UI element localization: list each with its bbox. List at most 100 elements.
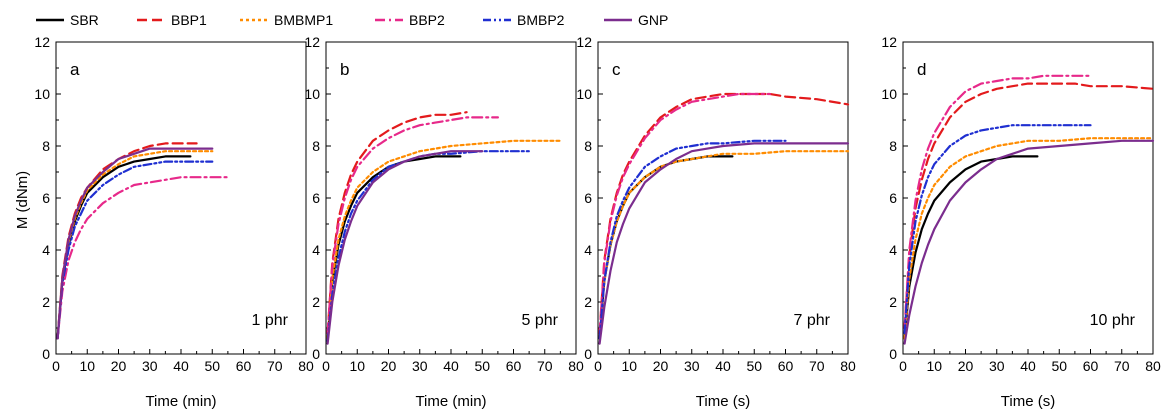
x-tick-label: 60 [778, 358, 794, 374]
x-tick-label: 10 [926, 358, 942, 374]
x-tick-label: 40 [173, 358, 189, 374]
series-line-bbp2 [903, 74, 1092, 330]
x-tick-label: 30 [142, 358, 158, 374]
y-tick-label: 6 [42, 190, 50, 206]
x-tick-label: 70 [537, 358, 553, 374]
x-tick-label: 20 [653, 358, 669, 374]
x-tick-label: 80 [298, 358, 314, 374]
series-line-bmbp2 [598, 139, 787, 340]
loading-annotation: 10 phr [1090, 312, 1136, 329]
panel-label: d [917, 60, 926, 79]
y-tick-label: 10 [576, 86, 592, 102]
series-line-gnp [56, 147, 214, 340]
legend-label: BMBMP1 [274, 12, 333, 28]
y-tick-label: 12 [576, 34, 592, 50]
x-tick-label: 80 [840, 358, 856, 374]
series-line-bbp2 [598, 92, 772, 335]
x-axis-title: Time (s) [696, 393, 750, 410]
plot-frame [902, 41, 1154, 355]
legend-label: BBP2 [409, 12, 445, 28]
x-tick-label: 0 [322, 358, 330, 374]
x-axis-title: Time (min) [145, 393, 216, 410]
series-line-bmbmp1 [326, 139, 562, 340]
x-tick-label: 20 [381, 358, 397, 374]
x-tick-label: 70 [1114, 358, 1130, 374]
x-tick-label: 70 [809, 358, 825, 374]
y-tick-label: 4 [312, 242, 320, 258]
x-tick-label: 0 [594, 358, 602, 374]
x-tick-label: 30 [412, 358, 428, 374]
plot-frame [55, 41, 307, 355]
y-tick-label: 2 [42, 294, 50, 310]
x-axis-title: Time (s) [1001, 393, 1055, 410]
y-tick-label: 12 [34, 34, 50, 50]
series-line-bmbmp1 [598, 150, 850, 340]
y-tick-label: 0 [889, 346, 897, 362]
legend-item-sbr: SBR [36, 12, 99, 28]
y-tick-label: 4 [889, 242, 897, 258]
series-line-bbp2 [56, 176, 229, 340]
x-tick-label: 0 [52, 358, 60, 374]
series-line-bmbp2 [56, 160, 214, 340]
x-tick-label: 50 [474, 358, 490, 374]
loading-annotation: 5 phr [522, 312, 559, 329]
series-line-bmbmp1 [56, 150, 214, 340]
y-tick-label: 8 [889, 138, 897, 154]
legend-item-bbp1: BBP1 [137, 12, 207, 28]
panel-label: c [612, 60, 621, 79]
series-line-bbp1 [326, 111, 468, 335]
panel-b: 0 10 20 30 40 50 60 70 80 0 2 4 6 8 10 12 Time (min) b 5 p… [304, 34, 584, 410]
x-tick-label: 50 [746, 358, 762, 374]
panel-label: a [70, 60, 80, 79]
legend: SBR BBP1 BMBMP1 BBP2 BMBP2 GNP [36, 12, 668, 28]
y-tick-label: 6 [889, 190, 897, 206]
legend-item-bmbmp1: BMBMP1 [240, 12, 333, 28]
series-line-bbp2 [326, 116, 499, 335]
series-line-bbp1 [903, 82, 1155, 330]
y-tick-label: 4 [42, 242, 50, 258]
y-tick-label: 12 [304, 34, 320, 50]
x-tick-label: 40 [715, 358, 731, 374]
x-tick-label: 50 [1051, 358, 1067, 374]
x-axis-title: Time (min) [415, 393, 486, 410]
legend-item-bbp2: BBP2 [375, 12, 445, 28]
y-tick-label: 10 [34, 86, 50, 102]
x-tick-label: 80 [1145, 358, 1161, 374]
x-tick-label: 10 [79, 358, 95, 374]
y-tick-label: 0 [42, 346, 50, 362]
y-tick-label: 2 [584, 294, 592, 310]
x-tick-label: 20 [958, 358, 974, 374]
y-tick-label: 12 [881, 34, 897, 50]
series-line-sbr [903, 155, 1039, 340]
series-line-bbp1 [56, 142, 198, 340]
legend-label: BMBP2 [517, 12, 565, 28]
x-tick-label: 40 [1020, 358, 1036, 374]
y-tick-label: 2 [312, 294, 320, 310]
y-tick-label: 10 [881, 86, 897, 102]
y-tick-label: 0 [312, 346, 320, 362]
legend-item-gnp: GNP [604, 12, 668, 28]
panel-c: 0 10 20 30 40 50 60 70 80 0 2 4 6 8 10 12 Time (s) c 7 phr [576, 34, 856, 410]
series-line-sbr [56, 155, 192, 340]
x-tick-label: 40 [443, 358, 459, 374]
loading-annotation: 7 phr [794, 312, 831, 329]
series-line-gnp [598, 142, 850, 345]
series-line-bbp1 [598, 92, 850, 335]
y-tick-label: 8 [312, 138, 320, 154]
legend-item-bmbp2: BMBP2 [483, 12, 565, 28]
series-line-gnp [326, 150, 484, 345]
series-line-sbr [326, 155, 462, 340]
x-tick-label: 60 [1083, 358, 1099, 374]
y-tick-label: 6 [584, 190, 592, 206]
x-tick-label: 0 [899, 358, 907, 374]
series-line-bmbp2 [326, 150, 531, 343]
x-tick-label: 10 [349, 358, 365, 374]
x-tick-label: 70 [267, 358, 283, 374]
y-tick-label: 8 [584, 138, 592, 154]
y-tick-label: 0 [584, 346, 592, 362]
x-tick-label: 20 [111, 358, 127, 374]
series-line-bmbp2 [903, 124, 1092, 335]
x-tick-label: 10 [621, 358, 637, 374]
